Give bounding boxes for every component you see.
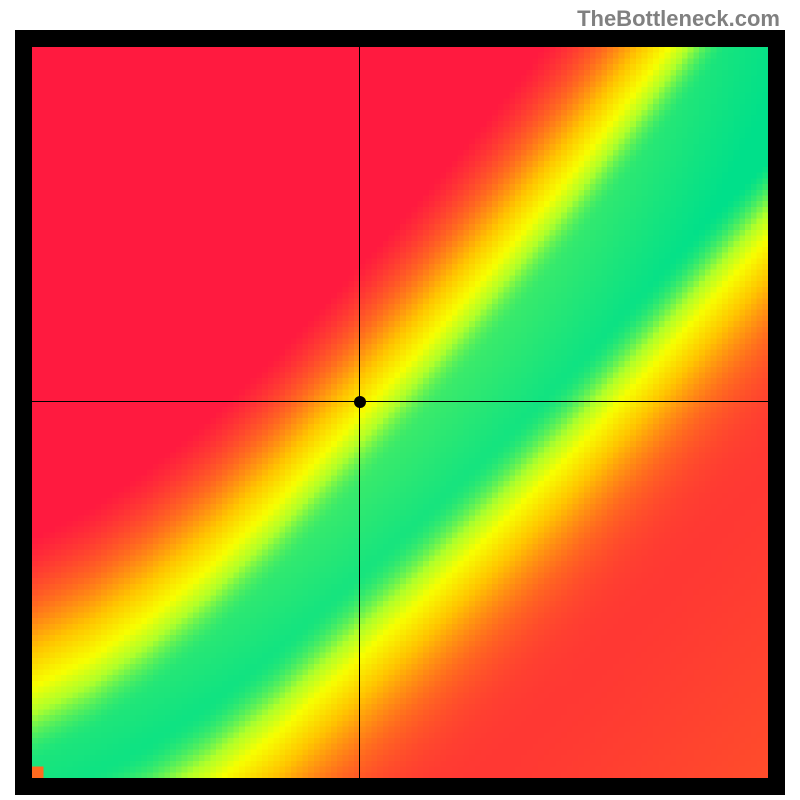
watermark-text: TheBottleneck.com: [577, 6, 780, 32]
chart-container: TheBottleneck.com: [0, 0, 800, 800]
plot-border-top: [15, 30, 785, 47]
plot-border-right: [768, 30, 785, 795]
bottleneck-heatmap: [32, 47, 768, 778]
crosshair-vertical: [359, 47, 360, 778]
plot-border-left: [15, 30, 32, 795]
crosshair-horizontal: [32, 401, 768, 402]
selection-marker-dot: [354, 396, 366, 408]
plot-border-bottom: [15, 778, 785, 795]
